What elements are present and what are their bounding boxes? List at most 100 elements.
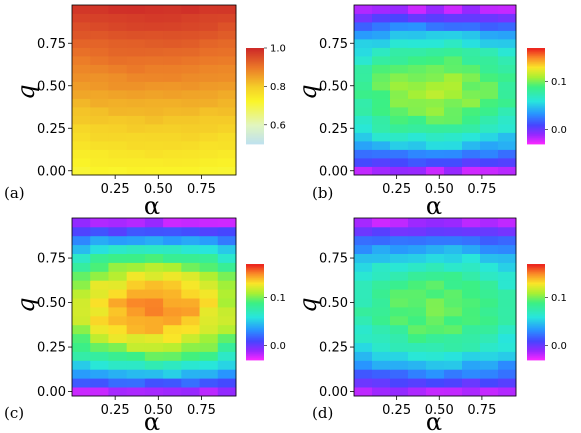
- heatmap-cell: [390, 351, 409, 361]
- heatmap-cell: [163, 342, 182, 352]
- heatmap-cell: [498, 13, 517, 23]
- heatmap-cell: [199, 107, 219, 116]
- y-tick-label: 0.50: [37, 296, 66, 311]
- heatmap-cell: [108, 378, 128, 388]
- colorbar: 0.0 0.1: [527, 264, 567, 361]
- heatmap-cell: [90, 324, 109, 335]
- heatmap-cell: [199, 5, 219, 14]
- heatmap-cell: [426, 73, 445, 82]
- colorbar-segment: [246, 302, 264, 305]
- heatmap-cell: [408, 124, 427, 133]
- heatmap-cell: [72, 271, 91, 281]
- heatmap-cell: [126, 47, 146, 57]
- heatmap-cell: [462, 132, 481, 142]
- heatmap-cell: [354, 22, 373, 31]
- colorbar-segment: [527, 346, 545, 349]
- heatmap-cell: [480, 13, 499, 23]
- heatmap-cell: [426, 280, 445, 290]
- heatmap-cell: [462, 315, 481, 326]
- heatmap-cell: [444, 98, 463, 108]
- heatmap-cell: [108, 289, 128, 299]
- panel-label: (d): [312, 404, 333, 422]
- heatmap-cell: [444, 315, 463, 326]
- heatmap-cell: [181, 90, 200, 99]
- y-tick-label: 0.75: [319, 37, 348, 52]
- heatmap-cell: [90, 98, 109, 108]
- heatmap-cell: [444, 166, 463, 176]
- x-tick-label: 0.75: [467, 182, 496, 197]
- heatmap-cell: [72, 387, 91, 397]
- heatmap-cell: [480, 253, 499, 263]
- heatmap-cell: [390, 30, 409, 40]
- heatmap-cell: [390, 5, 409, 14]
- heatmap-cell: [444, 141, 463, 150]
- colorbar-segment: [246, 292, 264, 295]
- colorbar-segment: [246, 282, 264, 285]
- heatmap-cell: [181, 271, 200, 281]
- heatmap-cell: [181, 387, 200, 397]
- heatmap-cell: [163, 378, 182, 388]
- heatmap-cell: [426, 5, 445, 14]
- heatmap-cell: [108, 115, 128, 125]
- heatmap-cell: [144, 369, 164, 379]
- colorbar-segment: [246, 50, 264, 53]
- y-tick-label: 0.25: [319, 122, 348, 137]
- colorbar-segment: [246, 274, 264, 277]
- heatmap-cell: [498, 226, 517, 237]
- heatmap-cell: [354, 115, 373, 125]
- heatmap-cell: [90, 271, 109, 281]
- heatmap-cell: [163, 115, 182, 125]
- heatmap-cell: [90, 360, 109, 370]
- heatmap-cell: [480, 235, 499, 246]
- heatmap-cell: [163, 47, 182, 57]
- heatmap-cell: [72, 56, 91, 65]
- heatmap-cell: [480, 369, 499, 379]
- heatmap-cell: [372, 307, 391, 317]
- panel-label: (b): [312, 184, 333, 202]
- heatmap-cell: [163, 298, 182, 308]
- heatmap-cell: [498, 73, 517, 82]
- colorbar-segment: [527, 352, 545, 355]
- colorbar-segment: [527, 314, 545, 317]
- heatmap-cell: [163, 132, 182, 142]
- heatmap-cell: [90, 47, 109, 57]
- heatmap-cell: [426, 360, 445, 370]
- heatmap-cell: [90, 262, 109, 272]
- colorbar-segment: [246, 272, 264, 275]
- heatmap-cell: [72, 333, 91, 343]
- heatmap-cell: [108, 90, 128, 99]
- heatmap-cell: [72, 369, 91, 379]
- heatmap-cell: [144, 90, 164, 99]
- heatmap-cell: [163, 280, 182, 290]
- colorbar-segment: [246, 332, 264, 335]
- heatmap-cell: [426, 141, 445, 150]
- heatmap-cell: [480, 64, 499, 74]
- heatmap-cell: [90, 289, 109, 299]
- heatmap-cell: [426, 235, 445, 246]
- heatmap-cell: [390, 107, 409, 116]
- heatmap-cell: [498, 342, 517, 352]
- colorbar-segment: [527, 296, 545, 299]
- colorbar-segment: [527, 68, 545, 71]
- heatmap-cell: [372, 378, 391, 388]
- heatmap-cell: [462, 369, 481, 379]
- heatmap-cell: [72, 124, 91, 133]
- heatmap-cell: [144, 342, 164, 352]
- heatmap-cell: [144, 47, 164, 57]
- heatmap-cell: [426, 98, 445, 108]
- heatmap-cell: [444, 253, 463, 263]
- heatmap-cell: [444, 64, 463, 74]
- heatmap-cell: [72, 98, 91, 108]
- heatmap-cell: [390, 244, 409, 254]
- x-tick-label: 0.25: [101, 403, 130, 418]
- colorbar-tick-label: 0.0: [270, 341, 286, 352]
- colorbar-tick-label: 0.1: [551, 293, 567, 304]
- heatmap-cell: [372, 289, 391, 299]
- y-tick-label: 0.50: [37, 79, 66, 94]
- heatmap-cell: [462, 124, 481, 133]
- heatmap-cell: [72, 289, 91, 299]
- heatmap-cell: [126, 73, 146, 82]
- colorbar-segment: [246, 130, 264, 133]
- heatmap-cell: [480, 280, 499, 290]
- heatmap-cell: [408, 378, 427, 388]
